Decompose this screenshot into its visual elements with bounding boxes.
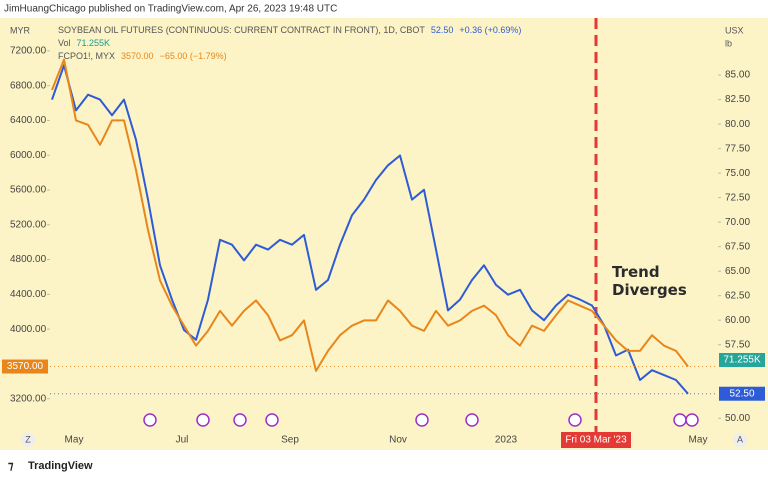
- y-tick-label: 5600.00: [10, 185, 47, 196]
- event-icons: [143, 413, 699, 427]
- y-tick-label: 4000.00: [10, 324, 47, 335]
- volume-label: Vol: [58, 38, 71, 48]
- legend-value: 3570.00: [121, 51, 154, 61]
- y2-unit: USX: [725, 25, 744, 35]
- y2-tick-label: 82.50: [725, 94, 750, 105]
- volume-tag-label: 71.255K: [723, 355, 761, 366]
- y2-tick-label: 60.00: [725, 315, 750, 326]
- y2-tick-label: 57.50: [725, 339, 750, 350]
- y2-tick-label: 62.50: [725, 290, 750, 301]
- logo-icon: ⁊: [8, 460, 14, 472]
- legend-name: FCPO1!, MYX: [58, 51, 115, 61]
- legend-line: Vol 71.255K: [58, 38, 110, 48]
- y-tick-label: 6400.00: [10, 115, 47, 126]
- y2-tick-label: 80.00: [725, 119, 750, 130]
- x-tick-label: Jul: [176, 435, 189, 446]
- legend-value: 52.50: [431, 25, 454, 35]
- button[interactable]: [21, 433, 35, 447]
- y-tick-label: 5200.00: [10, 219, 47, 230]
- x-tick-label: Nov: [389, 435, 407, 446]
- footer-logo: TradingView: [28, 460, 93, 472]
- event-label: Fri 03 Mar '23: [565, 435, 627, 446]
- x-tick-label: 2023: [495, 435, 518, 446]
- price-tag: [719, 386, 765, 401]
- volume-tag: [719, 353, 765, 367]
- volume-value: 71.255K: [77, 38, 111, 48]
- y-unit: MYR: [10, 25, 31, 35]
- y2-tick-label: 72.50: [725, 192, 750, 203]
- annotation: Trend Diverges: [612, 263, 687, 299]
- y-tick-label: 3200.00: [10, 393, 47, 404]
- y-tick-label: 6800.00: [10, 80, 47, 91]
- y2-unit-sub: lb: [725, 38, 732, 48]
- button-label[interactable]: Z: [25, 434, 31, 444]
- y2-tick-label: 50.00: [725, 413, 750, 424]
- price-tag: [2, 359, 48, 374]
- button[interactable]: [733, 433, 747, 447]
- y2-tick-label: 70.00: [725, 217, 750, 228]
- legend-name: SOYBEAN OIL FUTURES (CONTINUOUS: CURRENT…: [58, 25, 425, 35]
- y-tick-label: 7200.00: [10, 46, 47, 57]
- legend-change: −65.00 (−1.79%): [160, 51, 227, 61]
- price-tag-label: 52.50: [729, 388, 754, 399]
- y-tick-label: 4400.00: [10, 289, 47, 300]
- series-line: [51, 58, 689, 372]
- x-tick-label: May: [689, 435, 708, 446]
- button-label[interactable]: A: [737, 434, 743, 444]
- legend-line: FCPO1!, MYX 3570.00 −65.00 (−1.79%): [58, 51, 227, 61]
- y2-tick-label: 67.50: [725, 241, 750, 252]
- y2-tick-label: 65.00: [725, 266, 750, 277]
- chart-background: [0, 18, 768, 450]
- x-tick-label: Sep: [281, 435, 299, 446]
- legend-line: SOYBEAN OIL FUTURES (CONTINUOUS: CURRENT…: [58, 25, 521, 35]
- legend-change: +0.36 (+0.69%): [459, 25, 521, 35]
- x-tick-label: May: [65, 435, 84, 446]
- y2-tick-label: 75.00: [725, 168, 750, 179]
- y-tick-label: 6000.00: [10, 150, 47, 161]
- y2-tick-label: 77.50: [725, 143, 750, 154]
- series-line: [51, 64, 689, 395]
- price-tag-label: 3570.00: [7, 361, 44, 372]
- y-tick-label: 4800.00: [10, 254, 47, 265]
- event-tag: [561, 432, 631, 448]
- y2-tick-label: 85.00: [725, 70, 750, 81]
- publisher: JimHuangChicago published on TradingView…: [4, 4, 337, 15]
